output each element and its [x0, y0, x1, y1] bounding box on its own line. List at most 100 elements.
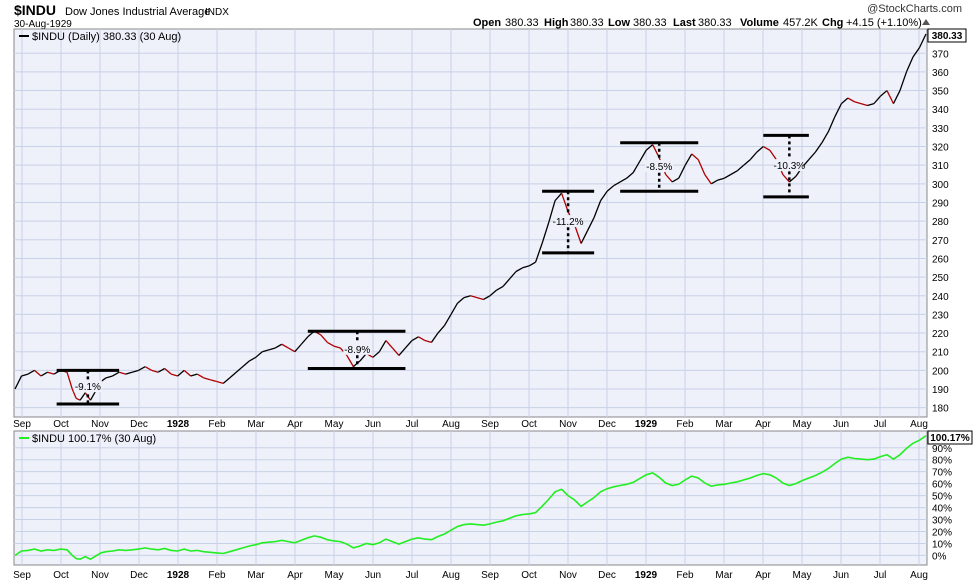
price-segment: [892, 90, 901, 104]
pct-x-tick-label: 1928: [167, 570, 190, 581]
range-pct-label: -10.3%: [774, 161, 806, 172]
high-label: High: [544, 17, 569, 29]
price-segment: [684, 153, 693, 166]
price-x-tick-label: Mar: [715, 419, 733, 430]
pct-series-line: [14, 434, 927, 561]
price-segment: [600, 190, 608, 201]
price-segment: [112, 371, 120, 377]
price-segment: [131, 369, 139, 373]
price-segment: [203, 377, 211, 381]
price-segment: [769, 149, 777, 160]
range-pct-label: -9.1%: [75, 382, 101, 393]
price-segment: [574, 224, 582, 244]
price-x-tick-label: Mar: [247, 419, 265, 430]
price-segment: [470, 295, 478, 299]
price-segment: [79, 392, 86, 401]
pct-x-tick-label: Apr: [287, 570, 303, 581]
price-segment: [639, 149, 647, 162]
price-series: [14, 33, 927, 401]
price-segment: [183, 369, 192, 377]
price-segment: [457, 297, 465, 304]
price-y-tick-label: 370: [932, 49, 949, 60]
price-segment: [66, 372, 73, 390]
high-value: 380.33: [570, 17, 604, 29]
price-segment: [645, 144, 654, 151]
chg-value: +4.15 (+1.10%): [846, 17, 922, 29]
price-segment: [21, 373, 29, 377]
pct-x-tick-label: 1929: [635, 570, 658, 581]
price-segment: [782, 174, 790, 183]
price-x-tick-label: Dec: [598, 419, 616, 430]
price-segment: [144, 366, 152, 371]
range-label-bg: [775, 159, 804, 172]
pct-grid: [14, 431, 927, 565]
price-segment: [14, 375, 23, 390]
price-segment: [880, 90, 888, 97]
price-segment: [593, 200, 602, 218]
pct-x-tick-label: Mar: [247, 570, 265, 581]
price-segment: [827, 116, 836, 132]
price-segment: [411, 336, 419, 342]
price-segment: [450, 302, 459, 315]
price-segment: [164, 368, 172, 375]
price-x-tick-label: Feb: [208, 419, 226, 430]
pct-x-tick-label: Sep: [13, 570, 31, 581]
price-x-tick-label: 1929: [635, 419, 658, 430]
pct-x-tick-label: Apr: [755, 570, 771, 581]
price-segment: [626, 172, 634, 179]
price-last-badge: 380.33: [927, 28, 967, 43]
price-x-tick-label: Feb: [676, 419, 694, 430]
price-segment: [560, 192, 569, 213]
pct-series: [14, 434, 927, 561]
price-segment: [704, 174, 712, 185]
pct-x-tick-label: Dec: [598, 570, 616, 581]
price-y-tick-label: 290: [932, 198, 949, 209]
price-segment: [190, 373, 198, 377]
price-segment: [105, 375, 113, 379]
price-y-tick-label: 320: [932, 143, 949, 154]
price-segment: [404, 340, 413, 349]
pct-x-tick-label: Mar: [715, 570, 733, 581]
pct-x-axis: Sep Oct Nov Dec 1928 Feb Mar Apr May Jun Jul Aug Sep…: [13, 570, 928, 581]
price-y-tick-label: 260: [932, 254, 949, 265]
price-segment: [196, 373, 205, 379]
price-segment: [619, 177, 627, 183]
pct-x-tick-label: Sep: [481, 570, 499, 581]
pct-y-tick-label: 30%: [932, 516, 952, 527]
price-segment: [281, 343, 289, 349]
price-segment: [873, 95, 881, 105]
price-segment: [528, 261, 536, 267]
price-y-tick-label: 350: [932, 87, 949, 98]
price-segment: [912, 47, 921, 58]
price-segment: [756, 146, 764, 153]
price-segment: [327, 341, 335, 347]
price-segment: [632, 161, 641, 173]
pct-last-badge: 100.17%: [927, 430, 973, 445]
pct-x-tick-label: Feb: [676, 570, 694, 581]
range-label-bg: [554, 215, 583, 228]
pct-x-tick-label: Dec: [130, 570, 148, 581]
price-segment: [723, 173, 732, 179]
pct-legend-label: $INDU 100.17% (30 Aug): [32, 433, 156, 445]
price-segment: [534, 243, 543, 263]
range-pct-label: -8.9%: [344, 345, 370, 356]
pct-x-tick-label: May: [793, 570, 812, 581]
pct-y-tick-label: 50%: [932, 492, 952, 503]
price-segment: [40, 371, 48, 377]
price-segment: [248, 356, 257, 362]
price-segment: [918, 33, 927, 48]
price-segment: [255, 351, 263, 358]
price-segment: [606, 185, 615, 192]
range-label-bg: [343, 342, 372, 355]
price-segment: [216, 380, 224, 385]
price-segment: [541, 222, 550, 244]
price-segment: [268, 347, 276, 351]
price-x-tick-label: Apr: [287, 419, 303, 430]
price-segment: [847, 97, 855, 103]
price-segment: [736, 164, 745, 172]
ticker-symbol: $INDU: [14, 2, 56, 18]
price-segment: [242, 360, 250, 368]
correction-ranges: -9.1% -8.9% -11.2% -8.5% -10.3%: [56, 133, 809, 406]
exchange-code: INDX: [205, 7, 229, 18]
price-segment: [899, 71, 908, 91]
